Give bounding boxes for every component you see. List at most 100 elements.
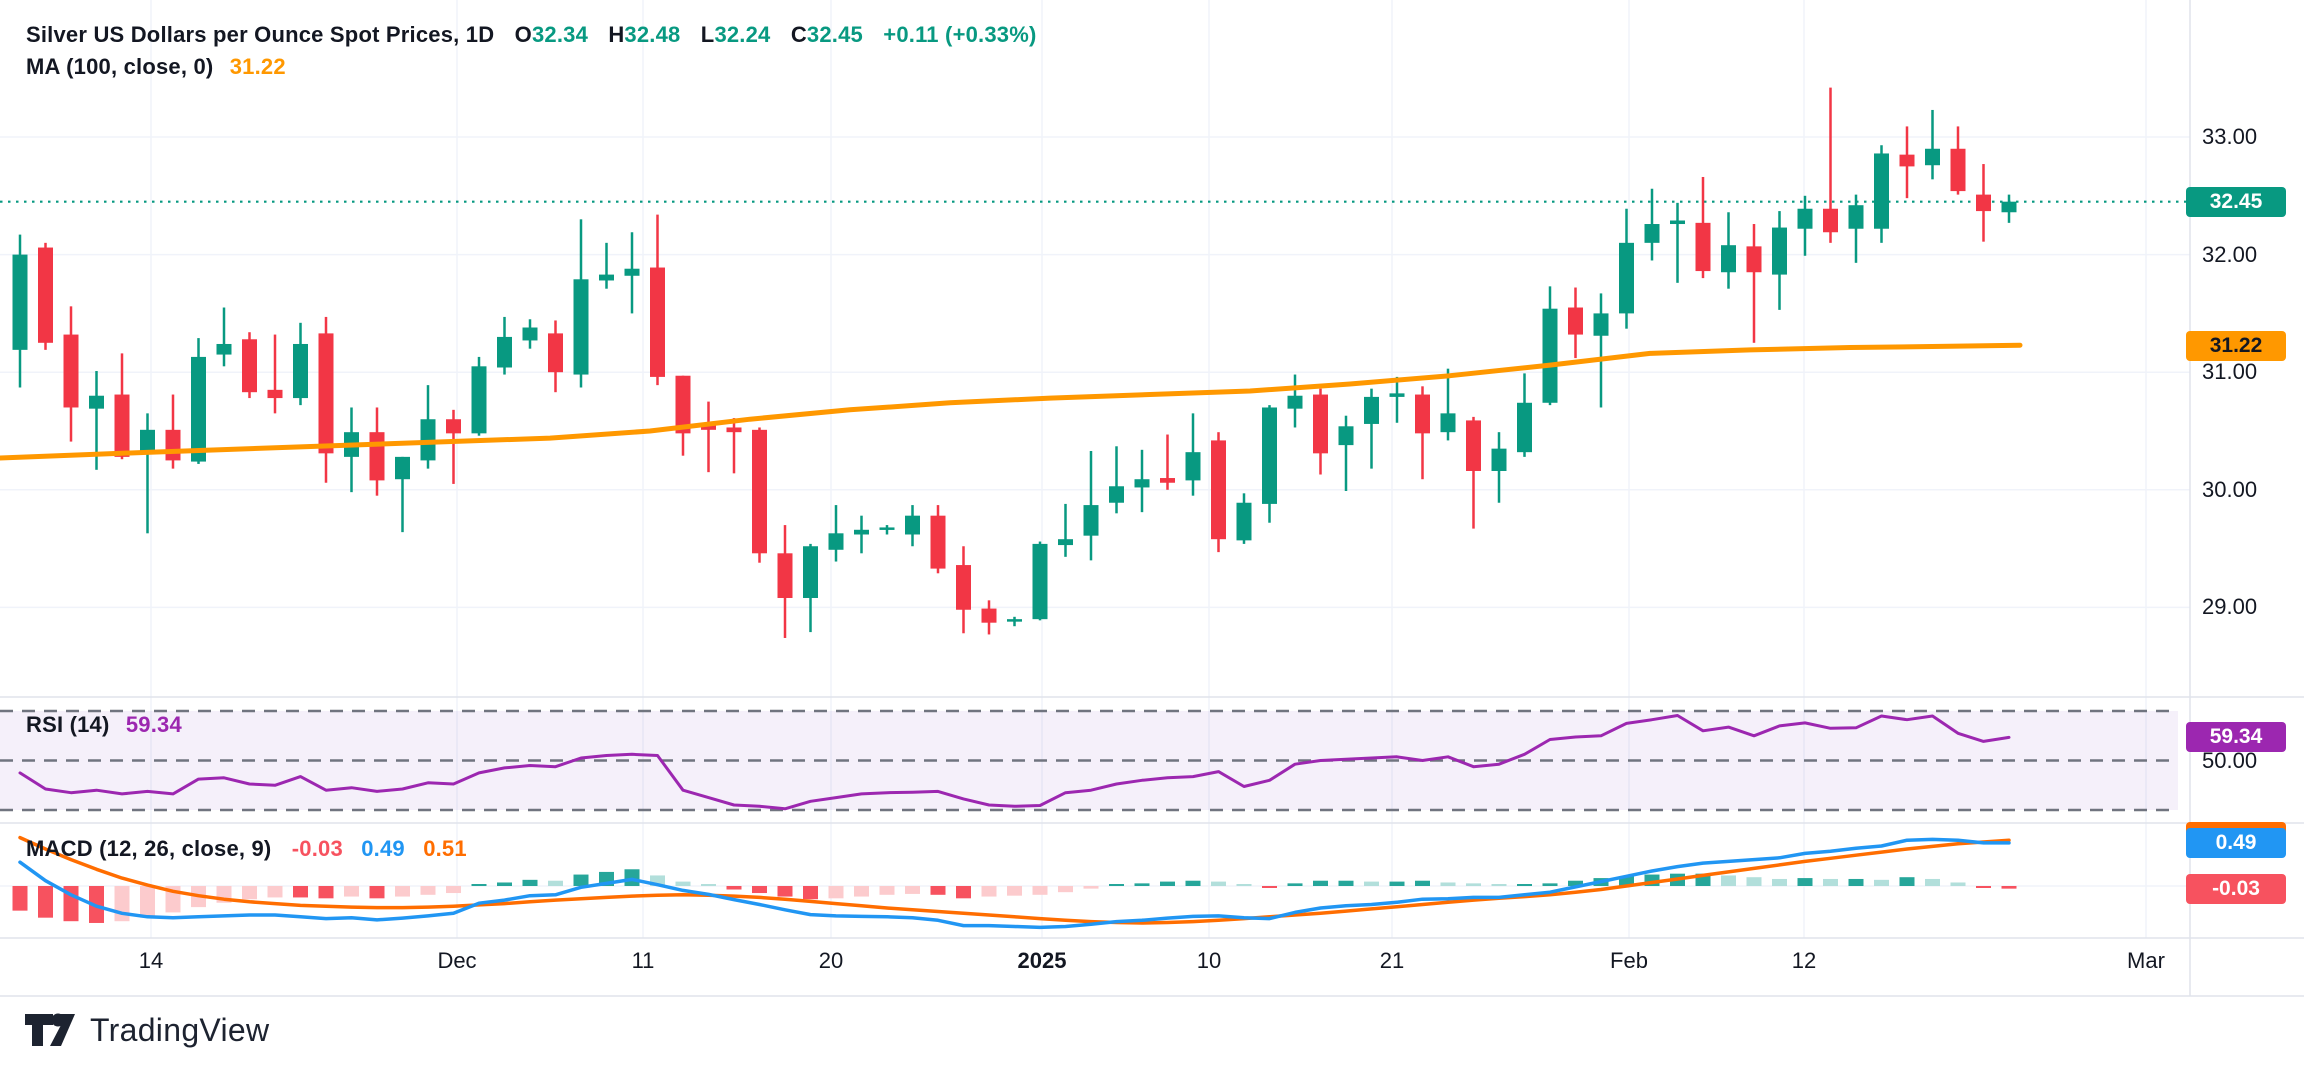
- rsi-line: [18, 714, 2011, 811]
- symbol-legend-row[interactable]: Silver US Dollars per Ounce Spot Prices,…: [26, 22, 1037, 48]
- candle-body: [1338, 426, 1354, 446]
- hist-bar: [1338, 880, 1354, 886]
- candle-body: [1772, 227, 1787, 275]
- hist-bar: [420, 886, 436, 895]
- hist-bar: [1797, 878, 1813, 886]
- macd-line-value: 0.49: [361, 836, 405, 861]
- hist-bar: [1976, 886, 1991, 888]
- candle-body: [191, 356, 206, 462]
- rsi-legend-row[interactable]: RSI (14) 59.34: [26, 712, 182, 738]
- macd-hist-value: -0.03: [291, 836, 343, 861]
- macd-signal-value: 0.51: [423, 836, 467, 861]
- candle-body: [1848, 205, 1864, 229]
- hist-bar: [1083, 886, 1099, 889]
- hist-bar: [1185, 880, 1201, 886]
- hist-bar: [293, 886, 308, 898]
- macd-signal-line: [18, 835, 2011, 925]
- candle-wick: [452, 409, 455, 484]
- hist-bar: [1236, 884, 1252, 886]
- hist-bar: [1542, 883, 1558, 886]
- candle-body: [1899, 154, 1915, 167]
- macd-legend-row[interactable]: MACD (12, 26, close, 9) -0.03 0.49 0.51: [26, 836, 467, 862]
- hist-bar: [930, 886, 946, 895]
- candle-body: [522, 327, 538, 341]
- candle-wick: [605, 242, 608, 289]
- candle-wick: [1446, 368, 1450, 441]
- rsi-value-badge: 59.34: [2186, 722, 2286, 753]
- hist-bar: [140, 886, 155, 918]
- candle-wick: [1676, 202, 1679, 283]
- candle-body: [12, 254, 28, 350]
- candle-body: [1746, 246, 1762, 273]
- candle-body: [548, 333, 563, 373]
- macd-value-badge: 0.49: [2186, 827, 2286, 858]
- hist-bar: [956, 886, 971, 899]
- tradingview-logo-icon: [25, 1013, 75, 1046]
- candle-body: [216, 343, 232, 355]
- candle-body: [89, 395, 104, 409]
- ma-value-badge: 31.22: [2186, 331, 2286, 362]
- candle-body: [573, 279, 589, 375]
- tradingview-logo-text: TradingView: [90, 1011, 270, 1048]
- ohlc-high-value: 32.48: [624, 22, 681, 47]
- ohlc-open-label: O: [514, 22, 532, 47]
- hist-bar: [624, 869, 640, 886]
- candle-body: [497, 336, 512, 368]
- ohlc-high-label: H: [608, 22, 625, 47]
- ma-legend-row[interactable]: MA (100, close, 0) 31.22: [26, 54, 286, 80]
- price-tick-32.00: 32.00: [2202, 241, 2258, 267]
- hist-bar: [38, 886, 53, 918]
- hist-bar: [395, 886, 410, 897]
- candle-body: [752, 429, 767, 554]
- candle-body: [1644, 224, 1660, 243]
- current-price-badge: 32.45: [2186, 186, 2286, 217]
- candle-body: [599, 274, 614, 281]
- candle-body: [1517, 402, 1532, 453]
- hist-bar: [1160, 881, 1175, 886]
- hist-bar: [573, 874, 589, 886]
- hist-bar: [1619, 876, 1634, 886]
- price-tick-33.00: 33.00: [2202, 124, 2258, 149]
- candle-wick: [1752, 224, 1756, 343]
- time-tick-Mar: Mar: [2127, 948, 2165, 973]
- candle-body: [420, 419, 436, 461]
- hist-bar: [318, 886, 334, 899]
- candle-body: [1925, 148, 1940, 166]
- hist-bar: [726, 886, 742, 890]
- candle-body: [1797, 208, 1813, 229]
- candle-body: [675, 375, 691, 434]
- candle-body: [1313, 394, 1328, 454]
- candle-wick: [1166, 434, 1169, 490]
- candle-wick: [1931, 109, 1934, 180]
- candle-wick: [1599, 293, 1603, 408]
- hist-bar: [675, 881, 691, 886]
- time-tick-10: 10: [1196, 948, 1222, 973]
- candle-wick: [1472, 416, 1475, 529]
- candle-body: [854, 529, 869, 535]
- hist-bar: [1211, 881, 1226, 886]
- tradingview-logo[interactable]: TradingView: [24, 1008, 269, 1052]
- hist-bar: [548, 880, 563, 886]
- time-tick-Feb: Feb: [1610, 948, 1648, 973]
- candle-body: [930, 515, 946, 569]
- hist-bar: [905, 886, 920, 894]
- hist-bar: [1644, 874, 1660, 886]
- candle-body: [114, 394, 130, 457]
- candle-body: [1109, 486, 1124, 503]
- candle-body: [1389, 393, 1405, 397]
- candle-body: [956, 565, 971, 610]
- candle-body: [471, 366, 487, 434]
- candle-body: [803, 546, 818, 598]
- macd-histogram: [12, 869, 2017, 923]
- rsi-value: 59.34: [125, 712, 182, 737]
- candle-body: [981, 608, 997, 623]
- candle-wick: [222, 307, 226, 367]
- hist-bar: [777, 886, 793, 897]
- candle-body: [165, 429, 181, 461]
- hist-bar: [1134, 883, 1150, 886]
- candle-body: [1160, 478, 1175, 483]
- hist-bar: [1950, 882, 1966, 886]
- candle-body: [1415, 394, 1430, 434]
